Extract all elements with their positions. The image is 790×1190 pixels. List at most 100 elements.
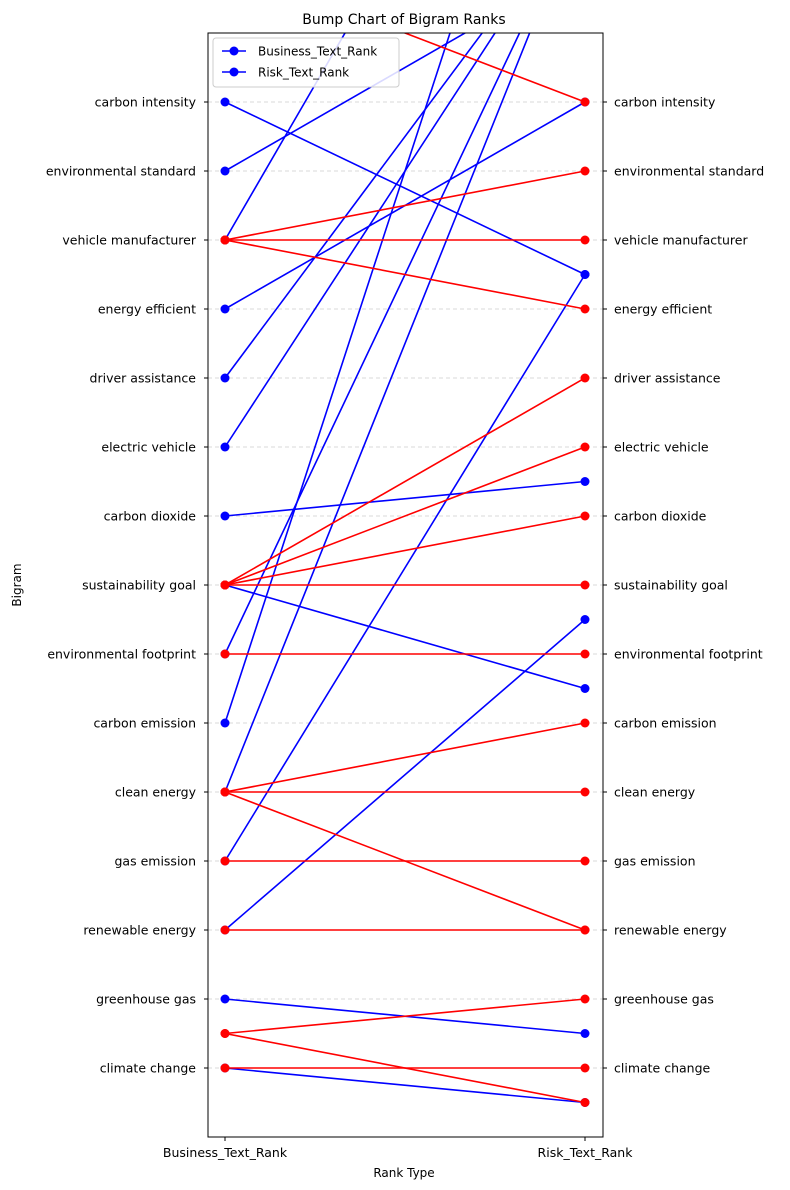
data-point [580, 270, 590, 279]
legend-marker-risk [229, 67, 239, 77]
series-line [224, 239, 586, 310]
chart-title: Bump Chart of Bigram Ranks [302, 12, 505, 28]
series-line [224, 480, 586, 517]
y-tick-label-right: driver assistance [614, 371, 721, 386]
series-line [224, 515, 586, 586]
series-line [224, 33, 496, 448]
data-point [580, 718, 590, 728]
data-point [580, 856, 590, 866]
series-line [224, 33, 531, 793]
y-tick-label-left: sustainability goal [82, 578, 196, 593]
y-tick-label-left: environmental standard [46, 164, 196, 179]
series-line [224, 584, 586, 690]
data-point [580, 615, 590, 624]
y-tick-label-left: energy efficient [98, 302, 196, 317]
y-tick-label-right: energy efficient [614, 302, 712, 317]
y-tick-label-left: carbon dioxide [104, 509, 197, 524]
data-point [220, 373, 230, 383]
data-point [580, 511, 590, 521]
y-tick-label-right: carbon dioxide [614, 509, 707, 524]
y-tick-label-left: gas emission [115, 854, 197, 869]
y-tick-label-left: driver assistance [90, 371, 197, 386]
data-point [220, 649, 230, 659]
data-point [220, 856, 230, 866]
series-line [224, 446, 586, 586]
y-tick-label-right: carbon intensity [614, 95, 716, 110]
data-point [580, 994, 590, 1004]
y-tick-label-left: greenhouse gas [96, 992, 196, 1007]
x-tick-label: Business_Text_Rank [163, 1145, 288, 1160]
y-tick-label-right: environmental standard [614, 164, 764, 179]
data-point [580, 97, 590, 107]
legend: Business_Text_Rank Risk_Text_Rank [212, 37, 400, 88]
data-point [580, 477, 590, 486]
y-tick-label-right: environmental footprint [614, 647, 763, 662]
data-point [580, 787, 590, 797]
y-axis-label: Bigram [10, 563, 24, 606]
y-tick-label-right: renewable energy [614, 923, 727, 938]
y-tick-label-left: vehicle manufacturer [62, 233, 196, 248]
series-line [224, 101, 586, 276]
data-point [580, 373, 590, 383]
y-tick-label-left: clean energy [115, 785, 197, 800]
data-point [220, 511, 230, 521]
data-point [220, 787, 230, 797]
y-tick-label-right: clean energy [614, 785, 696, 800]
series-line [224, 33, 484, 379]
data-point [580, 1063, 590, 1073]
series-line [224, 33, 346, 241]
data-point [580, 166, 590, 176]
data-point [220, 994, 230, 1004]
series-line [224, 1067, 586, 1104]
series-line [224, 274, 586, 862]
series-line [224, 1032, 586, 1104]
y-tick-label-left: carbon intensity [95, 95, 197, 110]
series-line [224, 791, 586, 931]
series-line [224, 377, 586, 586]
line-layer [220, 33, 590, 1107]
series-line [224, 170, 586, 241]
data-point [220, 925, 230, 935]
data-point [580, 304, 590, 314]
data-point [580, 925, 590, 935]
data-point [580, 649, 590, 659]
data-point [580, 580, 590, 590]
data-point [580, 1098, 590, 1107]
data-point [580, 1029, 590, 1038]
legend-marker-business [229, 46, 239, 56]
y-tick-label-left: climate change [100, 1061, 197, 1076]
series-line [402, 33, 586, 103]
y-tick-label-right: vehicle manufacturer [614, 233, 748, 248]
data-point [220, 1063, 230, 1073]
data-point [220, 235, 230, 245]
data-point [220, 166, 230, 176]
data-point [220, 97, 230, 107]
y-tick-label-right: electric vehicle [614, 440, 709, 455]
data-point [220, 718, 230, 728]
data-point [580, 235, 590, 245]
x-tick-label: Risk_Text_Rank [538, 1145, 634, 1160]
data-point [580, 684, 590, 693]
data-point [220, 1029, 230, 1038]
series-line [224, 33, 467, 172]
x-axis-label: Rank Type [373, 1166, 434, 1180]
data-point [220, 442, 230, 452]
legend-label-business: Business_Text_Rank [258, 45, 377, 59]
y-tick-label-left: renewable energy [83, 923, 196, 938]
data-point [220, 304, 230, 314]
data-point [580, 442, 590, 452]
y-tick-label-left: carbon emission [93, 716, 196, 731]
y-tick-label-left: electric vehicle [101, 440, 196, 455]
axis-layer: climate change climate change greenhouse g… [46, 95, 764, 1161]
y-tick-label-right: carbon emission [614, 716, 717, 731]
y-tick-label-right: climate change [614, 1061, 711, 1076]
legend-label-risk: Risk_Text_Rank [258, 66, 349, 80]
y-tick-label-right: sustainability goal [614, 578, 728, 593]
y-tick-label-right: gas emission [614, 854, 696, 869]
data-point [220, 580, 230, 590]
series-line [224, 722, 586, 793]
y-tick-label-left: environmental footprint [47, 647, 196, 662]
series-line [224, 998, 586, 1035]
y-tick-label-right: greenhouse gas [614, 992, 714, 1007]
legend-box [212, 37, 400, 88]
